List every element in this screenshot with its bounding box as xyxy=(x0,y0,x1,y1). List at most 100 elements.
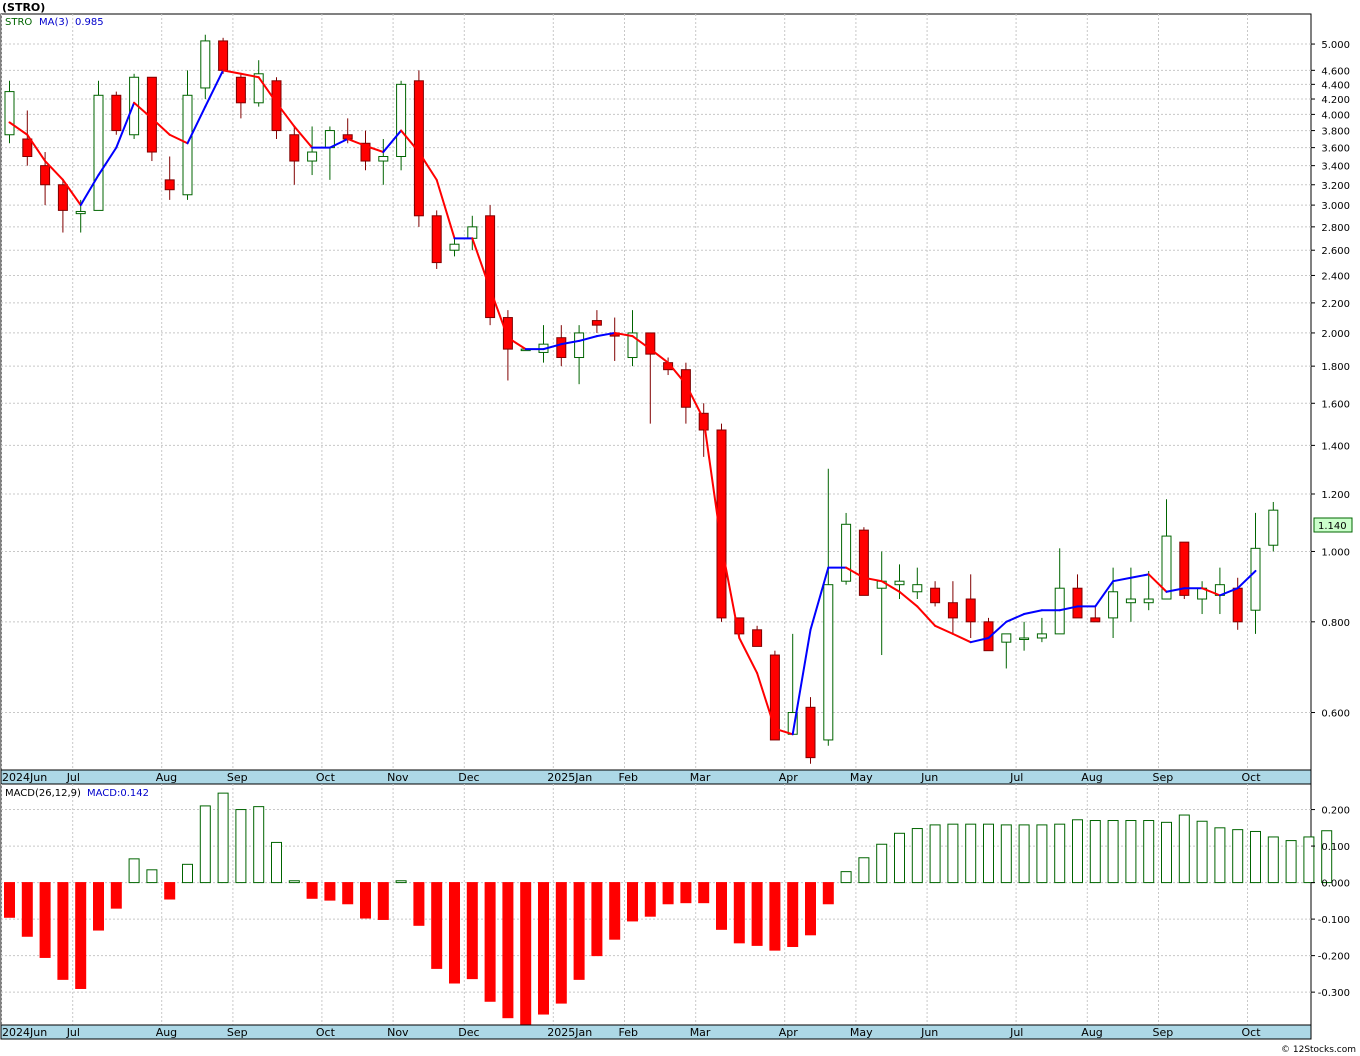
ma-segment xyxy=(987,620,1008,639)
candle-body xyxy=(4,91,15,136)
ma-segment xyxy=(1023,609,1043,616)
macd-bar xyxy=(199,805,211,884)
date-bar-bottom xyxy=(0,1024,1312,1040)
date-bar-top xyxy=(0,769,1312,785)
macd-bar xyxy=(680,882,692,904)
candle-body xyxy=(111,94,122,132)
candle xyxy=(1108,567,1119,638)
date-label: Aug xyxy=(156,1026,177,1039)
legend-ma: MA(3) xyxy=(39,17,69,28)
candle-body xyxy=(930,587,941,604)
ma-segment xyxy=(61,178,82,207)
macd-bar xyxy=(360,882,371,919)
price-tick-label: 4.400 xyxy=(1321,80,1350,91)
price-tick-label: 3.000 xyxy=(1321,201,1350,212)
candle-body xyxy=(1036,633,1047,639)
macd-title: MACD(26,12,9) xyxy=(5,788,81,799)
macd-bar xyxy=(1250,830,1261,884)
candle xyxy=(182,70,193,200)
ma-segment xyxy=(204,69,225,108)
ma-segment xyxy=(702,418,723,547)
candle-body xyxy=(591,320,602,326)
date-label: Sep xyxy=(227,771,248,784)
candle-body xyxy=(858,529,869,596)
ma-segment xyxy=(257,76,278,104)
macd-bar xyxy=(502,882,514,1019)
candle-body xyxy=(1179,541,1190,596)
price-tick-label: 0.800 xyxy=(1321,618,1350,629)
candle xyxy=(1250,512,1261,634)
macd-bar xyxy=(288,880,300,884)
candle xyxy=(307,126,318,176)
ma-segment xyxy=(1218,587,1239,597)
price-tick-label: 2.600 xyxy=(1321,246,1350,257)
macd-bar xyxy=(520,882,532,1026)
candle-body xyxy=(235,76,246,104)
macd-bar xyxy=(1267,836,1279,884)
candle xyxy=(93,80,104,211)
candle xyxy=(841,512,852,585)
macd-bar xyxy=(271,841,282,884)
date-label: Mar xyxy=(690,771,711,784)
macd-bar xyxy=(662,882,674,905)
candle xyxy=(1036,617,1047,643)
candle-body xyxy=(841,523,852,582)
price-tick-label: 2.800 xyxy=(1321,223,1350,234)
ma-segment xyxy=(916,605,937,627)
macd-bar xyxy=(787,882,799,947)
current-price-label: 1.140 xyxy=(1318,521,1347,532)
macd-bar xyxy=(929,824,941,884)
date-label: Aug xyxy=(156,771,177,784)
candle xyxy=(360,130,371,171)
price-tick-label: 1.800 xyxy=(1321,362,1350,373)
macd-bar xyxy=(591,882,603,957)
candle xyxy=(271,77,282,139)
macd-bar xyxy=(1072,819,1083,884)
price-tick-label: 0.600 xyxy=(1321,709,1350,720)
price-tick-label: 1.600 xyxy=(1321,399,1350,410)
ma-segment xyxy=(382,129,403,154)
candle-body xyxy=(40,165,51,186)
symbol-title: (STRO) xyxy=(2,1,45,14)
candle xyxy=(1090,606,1101,623)
ma-segment xyxy=(756,672,776,730)
macd-bar xyxy=(1232,829,1244,884)
candle-body xyxy=(912,584,923,593)
ma-segment xyxy=(720,544,741,639)
macd-bar xyxy=(39,882,51,958)
candle xyxy=(396,80,407,171)
date-label: Mar xyxy=(690,1026,711,1039)
macd-bar xyxy=(21,882,33,937)
macd-value: MACD:0.142 xyxy=(87,788,149,799)
candle-body xyxy=(1268,509,1279,546)
candle-body xyxy=(1001,633,1012,643)
candle-body xyxy=(894,580,905,586)
price-tick-label: 1.200 xyxy=(1321,490,1350,501)
legend-symbol: STRO xyxy=(5,17,32,28)
macd-bar xyxy=(840,871,852,884)
macd-tick-label: 0.200 xyxy=(1321,806,1350,817)
ma-segment xyxy=(560,339,581,346)
price-tick-label: 3.200 xyxy=(1321,181,1350,192)
candle-body xyxy=(556,337,567,359)
macd-bar xyxy=(146,869,158,884)
ma-segment xyxy=(667,361,687,386)
price-tick-label: 4.000 xyxy=(1321,110,1350,121)
ma-segment xyxy=(809,566,830,631)
candle xyxy=(805,697,816,764)
candle xyxy=(769,650,780,741)
candle-body xyxy=(947,602,958,619)
candle-body xyxy=(307,151,318,162)
ma-segment xyxy=(1236,569,1257,590)
macd-bar xyxy=(805,882,816,936)
candle xyxy=(894,564,905,600)
macd-bar xyxy=(413,882,425,926)
ma-segment xyxy=(845,566,865,579)
macd-bar xyxy=(1303,836,1315,884)
ma-segment xyxy=(471,237,492,290)
macd-bar xyxy=(466,882,478,980)
date-label: Sep xyxy=(1153,771,1174,784)
price-tick-label: 3.800 xyxy=(1321,127,1350,138)
candle xyxy=(1268,501,1279,552)
